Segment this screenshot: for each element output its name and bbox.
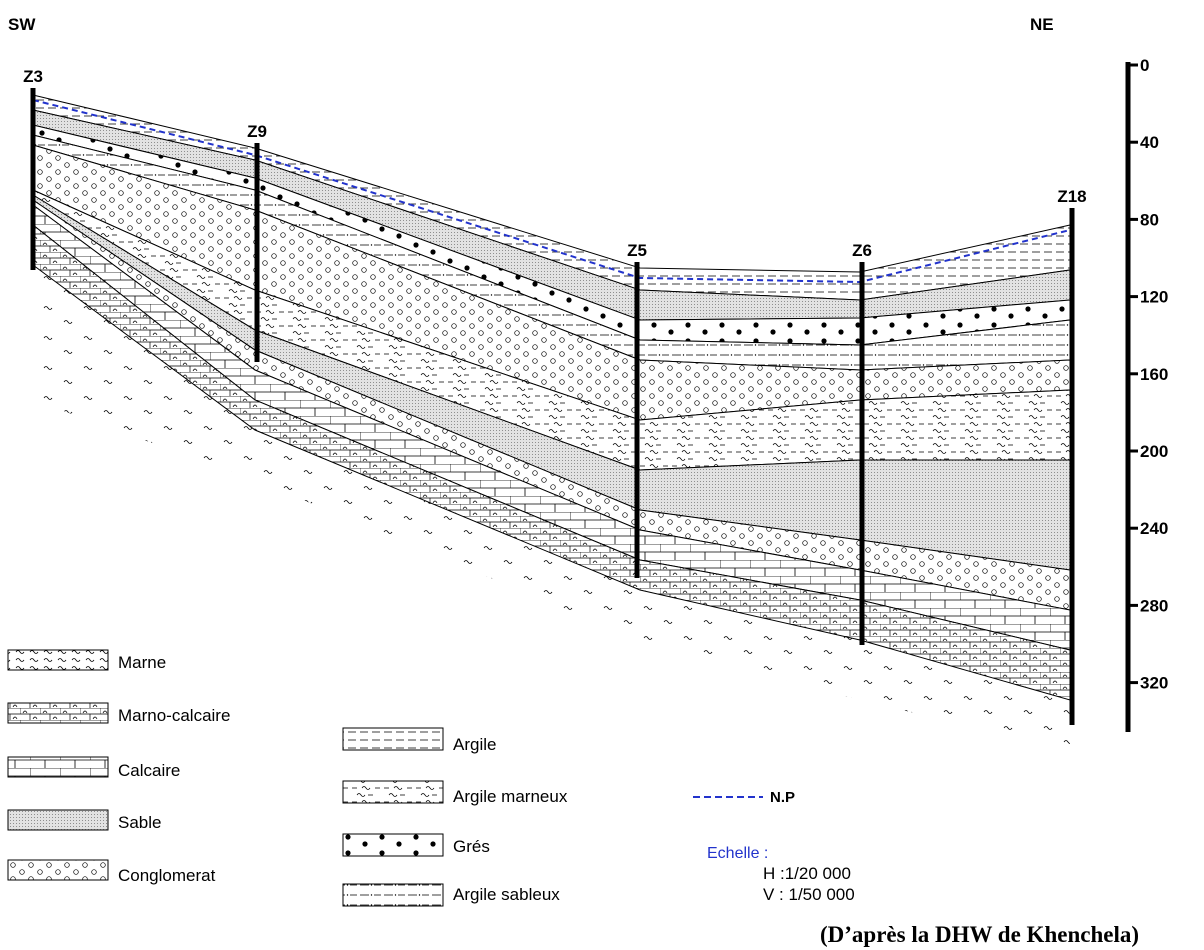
- scale-label: 80: [1140, 210, 1159, 229]
- legend-swatch: [343, 781, 443, 803]
- legend-label: Argile sableux: [453, 885, 560, 904]
- scale-label: 0: [1140, 56, 1149, 75]
- legend-label: Argile: [453, 735, 496, 754]
- scale-label: 120: [1140, 288, 1168, 307]
- scale-title: Echelle :: [707, 845, 768, 862]
- source: (D’après la DHW de Khenchela): [820, 922, 1139, 947]
- scale-v: V : 1/50 000: [763, 885, 855, 904]
- legend-label: Argile marneux: [453, 787, 568, 806]
- well-label: Z3: [23, 67, 43, 86]
- legend-swatch: [343, 884, 443, 906]
- scale-label: 160: [1140, 365, 1168, 384]
- scale-label: 240: [1140, 519, 1168, 538]
- scale-label: 200: [1140, 442, 1168, 461]
- legend-label: N.P: [770, 789, 795, 806]
- direction-left: SW: [8, 15, 36, 34]
- well-label: Z6: [852, 241, 872, 260]
- legend-label: Conglomerat: [118, 866, 216, 885]
- legend-label: Marno-calcaire: [118, 706, 230, 725]
- scale-label: 280: [1140, 596, 1168, 615]
- scale-h: H :1/20 000: [763, 864, 851, 883]
- legend-swatch: [8, 860, 108, 880]
- legend-swatch: [343, 728, 443, 750]
- direction-right: NE: [1030, 15, 1054, 34]
- legend-swatch: [8, 703, 108, 723]
- legend-label: Calcaire: [118, 761, 180, 780]
- legend-swatch: [8, 650, 108, 670]
- well-label: Z5: [627, 241, 647, 260]
- depth-scale: 0 40 80 120 160 200 240 280 320: [1128, 56, 1168, 693]
- legend-swatch: [8, 810, 108, 830]
- legend-label: Grés: [453, 837, 490, 856]
- strata: [33, 95, 1070, 750]
- legend-label: Sable: [118, 813, 161, 832]
- legend-label: Marne: [118, 653, 166, 672]
- scale-label: 40: [1140, 133, 1159, 152]
- legend-swatch: [8, 757, 108, 777]
- well-label: Z9: [247, 122, 267, 141]
- cross-section: SW NE 0 40 80 120 160 200 240 280 320 Marne Marn…: [0, 0, 1204, 950]
- legend-swatch: [343, 834, 443, 856]
- scale-label: 320: [1140, 674, 1168, 693]
- legend: Marne Marno-calcaire Calcaire Sable Cong…: [8, 650, 795, 906]
- well-label: Z18: [1057, 187, 1086, 206]
